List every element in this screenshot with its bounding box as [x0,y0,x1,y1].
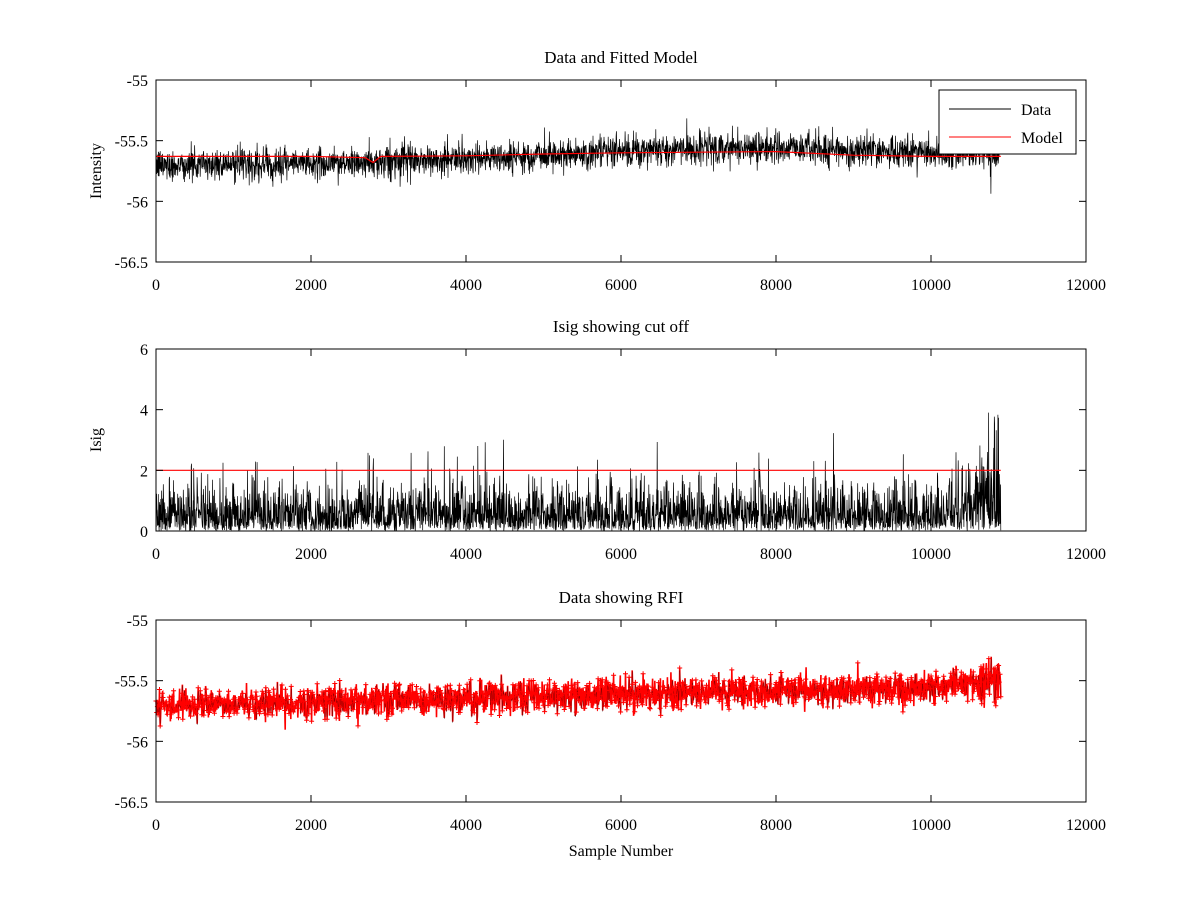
x-tick-label: 12000 [1066,277,1106,294]
x-tick-label: 0 [152,277,160,294]
x-tick-label: 2000 [295,277,327,294]
chart-title: Data showing RFI [559,588,684,607]
x-tick-label: 2000 [295,817,327,834]
y-tick-label: -56 [127,194,148,211]
series-model-line [156,150,1001,164]
x-tick-label: 10000 [911,817,951,834]
x-tick-label: 8000 [760,277,792,294]
ticks: 0 2000 4000 6000 8000 10000 12000 -55 -55.5 -56 -5… [115,73,1106,294]
series-rfi-line [155,656,1002,730]
x-tick-label: 4000 [450,546,482,563]
panel-data-showing-rfi: Data showing RFI Sample Number 0 2000 4000… [115,588,1106,860]
y-tick-label: -55.5 [115,134,148,151]
plot-area [155,118,1002,194]
chart-title: Isig showing cut off [553,317,689,336]
y-tick-label: -55 [127,73,148,90]
x-tick-label: 10000 [911,277,951,294]
y-tick-label: -55.5 [115,674,148,691]
x-tick-label: 4000 [450,277,482,294]
y-tick-label: 2 [140,463,148,480]
x-tick-label: 8000 [760,817,792,834]
panel-data-and-fitted-model: Data and Fitted Model Intensity 0 2000 400… [88,48,1106,294]
x-tick-label: 0 [152,546,160,563]
legend-label-model: Model [1021,130,1063,147]
y-tick-label: 4 [140,403,148,420]
legend: Data Model [938,89,1077,155]
x-tick-label: 10000 [911,546,951,563]
y-tick-label: -56.5 [115,255,148,272]
x-tick-label: 2000 [295,546,327,563]
x-tick-label: 6000 [605,817,637,834]
y-axis-label: Isig [88,428,105,452]
legend-label-data: Data [1021,102,1051,119]
legend-box [938,89,1077,155]
x-tick-label: 6000 [605,277,637,294]
plot-area [153,656,1004,730]
x-tick-label: 0 [152,817,160,834]
y-tick-label: -56.5 [115,795,148,812]
x-tick-label: 6000 [605,546,637,563]
x-tick-label: 4000 [450,817,482,834]
x-axis-label: Sample Number [569,843,674,860]
x-tick-label: 12000 [1066,546,1106,563]
x-tick-label: 12000 [1066,817,1106,834]
y-tick-label: -56 [127,734,148,751]
ticks: 0 2000 4000 6000 8000 10000 12000 0 2 4 6 [140,342,1106,563]
chart-title: Data and Fitted Model [544,48,698,67]
x-tick-label: 8000 [760,546,792,563]
y-axis-label: Intensity [88,143,105,199]
series-isig-line [155,412,1002,532]
panel-isig-cut-off: Isig showing cut off Isig 0 2000 4000 6000 8… [88,317,1106,563]
y-tick-label: 6 [140,342,148,359]
plot-area [155,412,1002,532]
ticks: 0 2000 4000 6000 8000 10000 12000 -55 -55.5 -56 -5… [115,613,1106,834]
y-tick-label: -55 [127,613,148,630]
y-tick-label: 0 [140,524,148,541]
